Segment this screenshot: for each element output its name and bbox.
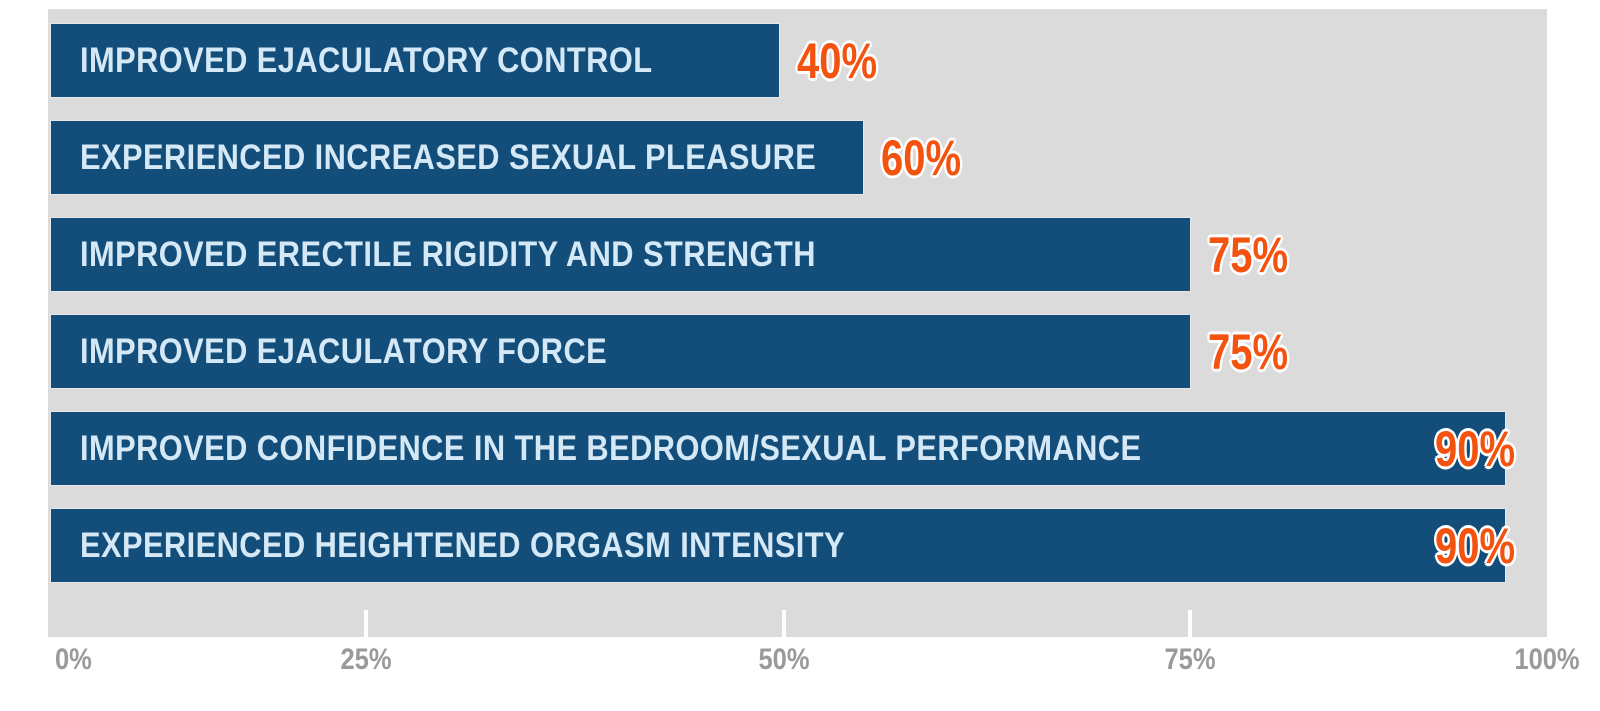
- bar-value-label: 75%: [1208, 226, 1289, 283]
- bar-row: EXPERIENCED INCREASED SEXUAL PLEASURE 60…: [51, 121, 1547, 194]
- bar: EXPERIENCED INCREASED SEXUAL PLEASURE: [51, 121, 863, 194]
- bar-value-label: 60%: [881, 129, 962, 186]
- bar-value-label: 75%: [1208, 323, 1289, 380]
- bar-label: EXPERIENCED HEIGHTENED ORGASM INTENSITY: [80, 525, 846, 565]
- x-axis-tick-label: 50%: [758, 643, 810, 676]
- axis-tick-mark: [364, 610, 368, 637]
- x-axis: 0% 25% 50% 75% 100%: [48, 643, 1580, 688]
- bar-label: IMPROVED EJACULATORY FORCE: [80, 331, 608, 371]
- x-axis-tick-label: 100%: [1514, 643, 1580, 676]
- axis-tick-mark: [1188, 610, 1192, 637]
- bar: IMPROVED EJACULATORY FORCE: [51, 315, 1190, 388]
- bar-label: IMPROVED ERECTILE RIGIDITY AND STRENGTH: [80, 234, 816, 274]
- bar-value-label: 40%: [797, 32, 878, 89]
- bar-row: IMPROVED EJACULATORY FORCE 75%: [51, 315, 1547, 388]
- x-axis-tick-label: 0%: [55, 643, 92, 676]
- x-axis-tick-label: 75%: [1164, 643, 1216, 676]
- bar: IMPROVED EJACULATORY CONTROL: [51, 24, 779, 97]
- bar-label: IMPROVED CONFIDENCE IN THE BEDROOM/SEXUA…: [80, 428, 1142, 468]
- bar: IMPROVED CONFIDENCE IN THE BEDROOM/SEXUA…: [51, 412, 1505, 485]
- bar-row: IMPROVED CONFIDENCE IN THE BEDROOM/SEXUA…: [51, 412, 1547, 485]
- bar-label: EXPERIENCED INCREASED SEXUAL PLEASURE: [80, 137, 817, 177]
- bar: EXPERIENCED HEIGHTENED ORGASM INTENSITY: [51, 509, 1505, 582]
- bar-value-label: 90%: [1435, 517, 1516, 574]
- bar-label: IMPROVED EJACULATORY CONTROL: [80, 40, 653, 80]
- bar-rows-container: IMPROVED EJACULATORY CONTROL 40% EXPERIE…: [51, 24, 1547, 606]
- bar-row: EXPERIENCED HEIGHTENED ORGASM INTENSITY …: [51, 509, 1547, 582]
- bar-row: IMPROVED EJACULATORY CONTROL 40%: [51, 24, 1547, 97]
- bar-row: IMPROVED ERECTILE RIGIDITY AND STRENGTH …: [51, 218, 1547, 291]
- bar-value-label: 90%: [1435, 420, 1516, 477]
- x-axis-tick-label: 25%: [340, 643, 392, 676]
- axis-tick-mark: [782, 610, 786, 637]
- chart-plot-area: IMPROVED EJACULATORY CONTROL 40% EXPERIE…: [48, 9, 1547, 637]
- bar: IMPROVED ERECTILE RIGIDITY AND STRENGTH: [51, 218, 1190, 291]
